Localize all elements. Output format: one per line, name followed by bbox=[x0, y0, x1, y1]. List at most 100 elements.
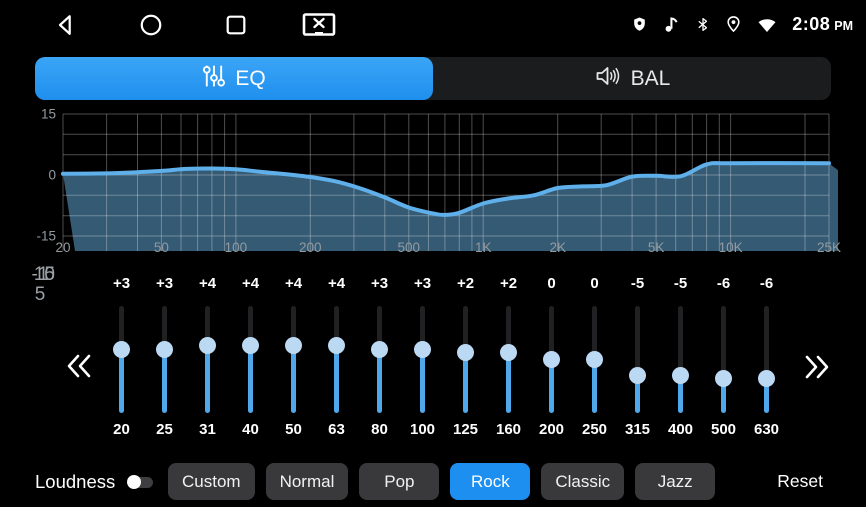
eq-band-100: +3 100 bbox=[401, 265, 444, 450]
band-slider-knob[interactable] bbox=[199, 337, 216, 355]
svg-text:25K: 25K bbox=[817, 240, 841, 255]
preset-button-pop[interactable]: Pop bbox=[359, 463, 440, 500]
svg-text:100: 100 bbox=[225, 240, 248, 255]
music-note-icon bbox=[662, 15, 681, 34]
band-slider-track[interactable] bbox=[543, 306, 560, 413]
band-slider-track[interactable] bbox=[371, 306, 388, 413]
band-freq-label: 125 bbox=[452, 421, 479, 438]
equalizer-sliders-icon bbox=[202, 63, 226, 95]
bluetooth-icon bbox=[696, 15, 710, 34]
preset-button-custom[interactable]: Custom bbox=[168, 463, 255, 500]
band-freq-label: 200 bbox=[538, 421, 565, 438]
slider-bank: +3 20 +3 25 +4 31 +4 40 +4 50 +4 63 +3 80 +3 100 +2 125 +2… bbox=[100, 265, 788, 450]
eq-band-125: +2 125 bbox=[444, 265, 487, 450]
band-slider-track[interactable] bbox=[758, 306, 775, 413]
band-slider-knob[interactable] bbox=[113, 340, 130, 358]
band-slider-track[interactable] bbox=[242, 306, 259, 413]
tab-bal-label: BAL bbox=[630, 66, 671, 90]
scroll-right-button[interactable] bbox=[800, 352, 832, 382]
eq-band-80: +3 80 bbox=[358, 265, 401, 450]
preset-button-classic[interactable]: Classic bbox=[541, 463, 625, 500]
band-slider-track[interactable] bbox=[672, 306, 689, 413]
band-slider-track[interactable] bbox=[414, 306, 431, 413]
band-slider-track[interactable] bbox=[328, 306, 345, 413]
svg-text:15: 15 bbox=[41, 107, 56, 122]
slider-fill bbox=[463, 352, 468, 413]
band-slider-track[interactable] bbox=[199, 306, 216, 413]
band-gain-value: -5 bbox=[630, 275, 645, 292]
band-slider-knob[interactable] bbox=[586, 350, 603, 368]
tab-eq[interactable]: EQ bbox=[35, 57, 433, 100]
preset-button-jazz[interactable]: Jazz bbox=[635, 463, 716, 500]
band-slider-track[interactable] bbox=[113, 306, 130, 413]
slider-fill bbox=[549, 359, 554, 413]
eq-band-40: +4 40 bbox=[229, 265, 272, 450]
band-slider-knob[interactable] bbox=[629, 367, 646, 384]
slider-fill bbox=[377, 349, 382, 413]
grid-lines bbox=[62, 113, 830, 251]
band-gain-value: +2 bbox=[499, 275, 518, 292]
band-slider-knob[interactable] bbox=[371, 340, 388, 358]
band-slider-track[interactable] bbox=[457, 306, 474, 413]
band-gain-value: +3 bbox=[370, 275, 389, 292]
reset-button[interactable]: Reset bbox=[777, 471, 823, 491]
recents-button[interactable] bbox=[222, 12, 250, 38]
band-slider-knob[interactable] bbox=[328, 337, 345, 355]
clock: 2:08 PM bbox=[792, 13, 853, 34]
band-slider-knob[interactable] bbox=[672, 367, 689, 384]
band-slider-track[interactable] bbox=[715, 306, 732, 413]
slider-fill bbox=[334, 345, 339, 413]
band-gain-value: +2 bbox=[456, 275, 475, 292]
loudness-toggle[interactable] bbox=[127, 474, 154, 489]
slider-fill bbox=[420, 349, 425, 413]
band-slider-track[interactable] bbox=[629, 306, 646, 413]
eq-slider-section: 15 0 -15 +3 20 +3 25 +4 31 +4 40 +4 50 +4 63 +3 80 +3 1… bbox=[0, 265, 866, 450]
back-button[interactable] bbox=[52, 12, 80, 38]
band-gain-value: -6 bbox=[759, 275, 774, 292]
band-freq-label: 500 bbox=[710, 421, 737, 438]
band-gain-value: -6 bbox=[716, 275, 731, 292]
band-gain-value: 0 bbox=[590, 275, 599, 292]
eq-band-315: -5 315 bbox=[616, 265, 659, 450]
band-slider-track[interactable] bbox=[285, 306, 302, 413]
eq-band-250: 0 250 bbox=[573, 265, 616, 450]
svg-text:500: 500 bbox=[398, 240, 421, 255]
band-slider-knob[interactable] bbox=[156, 340, 173, 358]
screen-off-button[interactable] bbox=[302, 12, 336, 38]
tab-eq-label: EQ bbox=[235, 66, 266, 90]
band-slider-knob[interactable] bbox=[285, 337, 302, 355]
slider-fill bbox=[291, 345, 296, 413]
band-freq-label: 160 bbox=[495, 421, 522, 438]
band-slider-track[interactable] bbox=[500, 306, 517, 413]
scroll-left-button[interactable] bbox=[64, 351, 96, 381]
tab-bal[interactable]: BAL bbox=[433, 57, 831, 100]
band-slider-knob[interactable] bbox=[543, 350, 560, 368]
band-slider-knob[interactable] bbox=[758, 370, 775, 388]
svg-text:50: 50 bbox=[154, 240, 169, 255]
band-slider-knob[interactable] bbox=[457, 343, 474, 361]
band-slider-knob[interactable] bbox=[242, 337, 259, 355]
speaker-icon bbox=[594, 64, 621, 94]
band-slider-knob[interactable] bbox=[500, 343, 517, 361]
eq-band-31: +4 31 bbox=[186, 265, 229, 450]
slider-fill bbox=[162, 349, 167, 413]
band-gain-value: +3 bbox=[112, 275, 131, 292]
band-freq-label: 630 bbox=[753, 421, 780, 438]
toggle-knob[interactable] bbox=[127, 474, 142, 489]
slider-fill bbox=[592, 359, 597, 413]
slider-fill bbox=[119, 349, 124, 413]
svg-text:20: 20 bbox=[55, 240, 70, 255]
wifi-icon bbox=[757, 16, 777, 33]
band-slider-knob[interactable] bbox=[715, 370, 732, 388]
band-freq-label: 50 bbox=[285, 421, 302, 438]
eq-band-200: 0 200 bbox=[530, 265, 573, 450]
band-slider-track[interactable] bbox=[586, 306, 603, 413]
preset-button-normal[interactable]: Normal bbox=[265, 463, 349, 500]
home-button[interactable] bbox=[137, 12, 165, 38]
band-slider-track[interactable] bbox=[156, 306, 173, 413]
band-freq-label: 100 bbox=[409, 421, 436, 438]
eq-band-400: -5 400 bbox=[659, 265, 702, 450]
eq-curve-graph: 20 50 100 200 500 1K 2K 5K 10K 25K 15 0 -15 bbox=[36, 107, 841, 256]
band-slider-knob[interactable] bbox=[414, 340, 431, 358]
preset-button-rock[interactable]: Rock bbox=[450, 463, 531, 500]
